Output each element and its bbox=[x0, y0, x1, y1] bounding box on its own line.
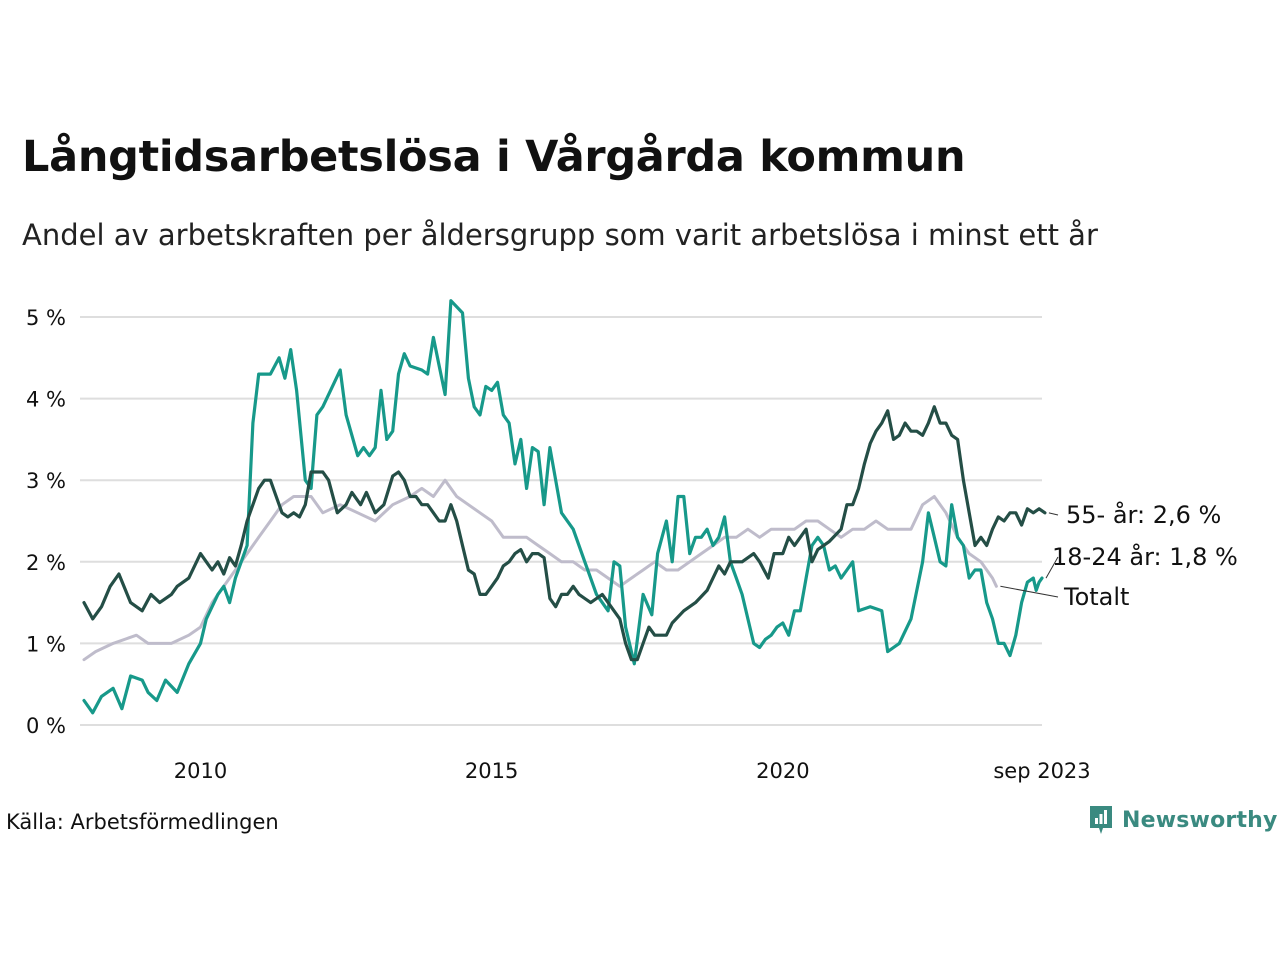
series-labels: Totalt 18-24 år: 1,8 % 55- år: 2,6 % bbox=[1000, 500, 1238, 611]
leader-line-older bbox=[1048, 512, 1059, 516]
gridlines bbox=[80, 316, 1042, 726]
series-line-youth bbox=[82, 299, 1044, 715]
series-lines bbox=[82, 299, 1047, 715]
chart-title: Långtidsarbetslösa i Vårgårda kommun bbox=[22, 132, 966, 182]
series-line-total bbox=[82, 478, 998, 662]
series-label-youth: 18-24 år: 1,8 % bbox=[1052, 542, 1238, 571]
series-label-older: 55- år: 2,6 % bbox=[1066, 500, 1221, 529]
leader-line-total bbox=[1000, 585, 1059, 598]
x-tick-label: sep 2023 bbox=[993, 759, 1090, 783]
source-note: Källa: Arbetsförmedlingen bbox=[6, 810, 279, 834]
x-axis-ticks: 2010 2015 2020 sep 2023 bbox=[174, 759, 1091, 783]
y-axis-ticks: 0 % 1 % 2 % 3 % 4 % 5 % bbox=[26, 306, 66, 738]
x-tick-label: 2020 bbox=[756, 759, 809, 783]
series-line-older bbox=[82, 405, 1047, 662]
y-tick-label: 5 % bbox=[26, 306, 66, 330]
x-tick-label: 2010 bbox=[174, 759, 227, 783]
y-tick-label: 0 % bbox=[26, 714, 66, 738]
y-tick-label: 2 % bbox=[26, 551, 66, 575]
newsworthy-logo: Newsworthy bbox=[1088, 804, 1278, 836]
chart-subtitle: Andel av arbetskraften per åldersgrupp s… bbox=[22, 218, 1098, 252]
y-tick-label: 1 % bbox=[26, 632, 66, 656]
leader-line-youth bbox=[1045, 556, 1059, 579]
y-tick-label: 4 % bbox=[26, 388, 66, 412]
newsworthy-icon bbox=[1090, 806, 1112, 834]
y-tick-label: 3 % bbox=[26, 469, 66, 493]
series-label-total: Totalt bbox=[1063, 583, 1129, 611]
brand-name: Newsworthy bbox=[1122, 807, 1278, 833]
x-tick-label: 2015 bbox=[465, 759, 518, 783]
